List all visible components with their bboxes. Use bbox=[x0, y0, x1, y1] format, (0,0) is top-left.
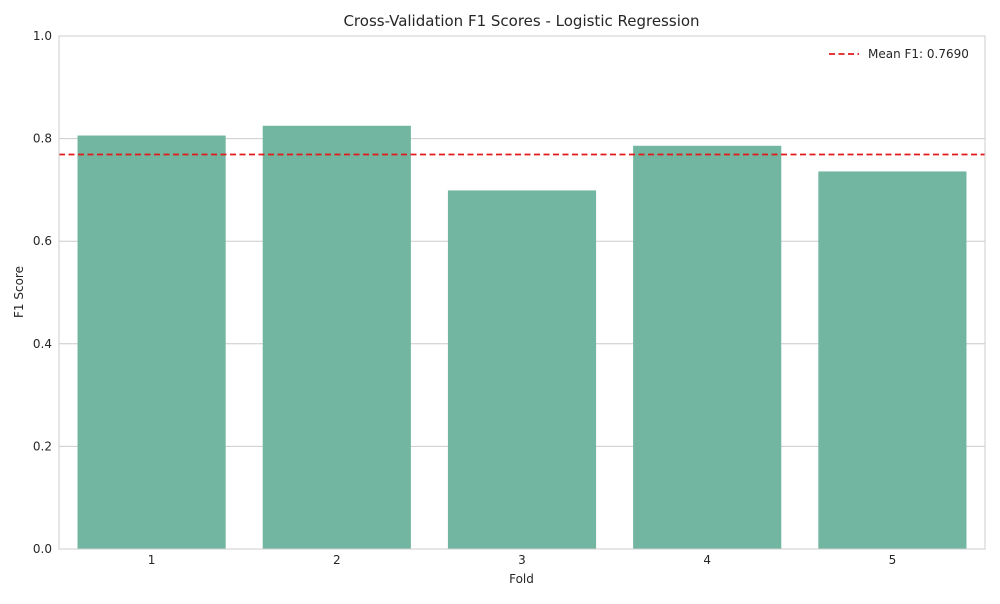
axes-frame bbox=[58, 35, 986, 550]
bar bbox=[77, 135, 226, 549]
x-tick-label: 4 bbox=[703, 553, 711, 567]
bar bbox=[262, 125, 411, 550]
y-tick-label: 0.0 bbox=[33, 542, 52, 556]
legend-mean-label: Mean F1: 0.7690 bbox=[868, 47, 969, 61]
y-tick-label: 0.8 bbox=[33, 132, 52, 146]
y-tick-label: 0.6 bbox=[33, 234, 52, 248]
legend: Mean F1: 0.7690 bbox=[829, 47, 969, 61]
y-tick-labels: 0.0 0.2 0.4 0.6 0.8 1.0 bbox=[33, 29, 52, 556]
x-tick-label: 1 bbox=[148, 553, 156, 567]
x-tick-label: 3 bbox=[518, 553, 526, 567]
x-tick-label: 5 bbox=[889, 553, 897, 567]
bar-layer bbox=[77, 125, 967, 550]
x-tick-label: 2 bbox=[333, 553, 341, 567]
y-tick-label: 0.4 bbox=[33, 337, 52, 351]
y-axis-label: F1 Score bbox=[12, 266, 26, 318]
chart-title: Cross-Validation F1 Scores - Logistic Re… bbox=[343, 12, 699, 30]
bar bbox=[633, 145, 782, 550]
y-tick-label: 0.2 bbox=[33, 439, 52, 453]
y-tick-label: 1.0 bbox=[33, 29, 52, 43]
bar bbox=[447, 190, 597, 549]
x-tick-labels: 1 2 3 4 5 bbox=[148, 553, 896, 567]
x-axis-label: Fold bbox=[509, 572, 534, 586]
bar bbox=[818, 171, 967, 549]
